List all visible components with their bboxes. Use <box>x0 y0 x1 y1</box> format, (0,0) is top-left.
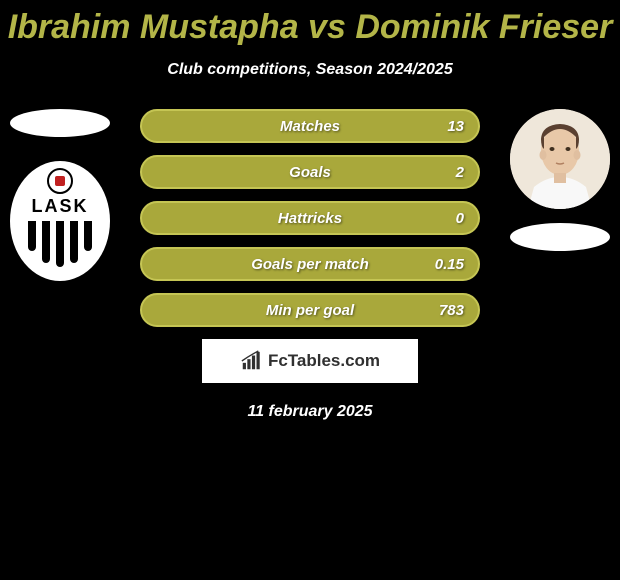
club-left-logo: LASK <box>10 161 110 281</box>
stat-value: 0 <box>456 210 464 227</box>
player-right-column <box>510 109 610 251</box>
player-left-avatar-placeholder <box>10 109 110 137</box>
stat-value: 0.15 <box>435 256 464 273</box>
bar-chart-icon <box>240 350 262 372</box>
branding-text: FcTables.com <box>268 351 380 371</box>
stat-bar-goals-per-match: Goals per match 0.15 <box>140 247 480 281</box>
lask-logo-stripes <box>28 221 92 267</box>
stat-bar-hattricks: Hattricks 0 <box>140 201 480 235</box>
stat-value: 2 <box>456 164 464 181</box>
lask-logo-emblem <box>47 168 73 194</box>
lask-logo-circle: LASK <box>10 161 110 281</box>
main-comparison-area: LASK <box>0 109 620 421</box>
comparison-title: Ibrahim Mustapha vs Dominik Frieser <box>0 0 620 47</box>
stat-label: Matches <box>280 118 340 135</box>
stat-label: Goals <box>289 164 331 181</box>
stat-bar-matches: Matches 13 <box>140 109 480 143</box>
player-right-avatar <box>510 109 610 209</box>
stat-label: Hattricks <box>278 210 342 227</box>
stat-label: Min per goal <box>266 302 354 319</box>
stat-value: 783 <box>439 302 464 319</box>
comparison-subtitle: Club competitions, Season 2024/2025 <box>0 61 620 79</box>
player-left-column: LASK <box>10 109 110 281</box>
stat-value: 13 <box>447 118 464 135</box>
stat-bar-goals: Goals 2 <box>140 155 480 189</box>
comparison-date: 11 february 2025 <box>0 403 620 421</box>
stat-label: Goals per match <box>251 256 369 273</box>
stat-bar-min-per-goal: Min per goal 783 <box>140 293 480 327</box>
stats-container: Matches 13 Goals 2 Hattricks 0 Goals per… <box>140 109 480 327</box>
branding-banner: FcTables.com <box>202 339 418 383</box>
lask-logo-text: LASK <box>32 196 89 217</box>
club-right-logo-placeholder <box>510 223 610 251</box>
